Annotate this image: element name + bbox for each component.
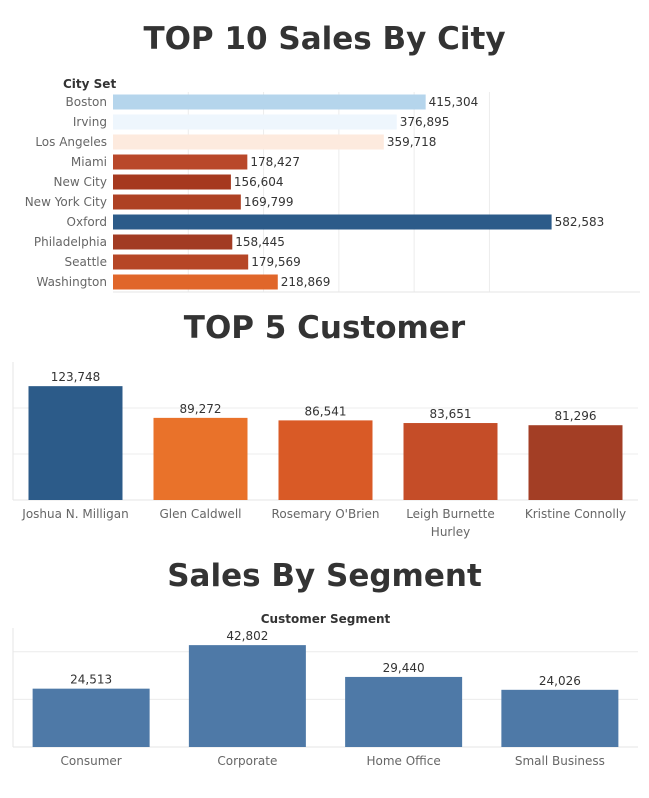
bar bbox=[32, 688, 150, 747]
bar bbox=[28, 386, 123, 500]
data-label: 89,272 bbox=[180, 402, 222, 416]
customer-sales-chart: 123,748 Joshua N. Milligan 89,272 Glen Cald… bbox=[12, 362, 638, 539]
bar bbox=[528, 425, 623, 500]
segment-chart-title: Sales By Segment bbox=[167, 558, 482, 594]
bar bbox=[113, 174, 231, 190]
data-label: 178,427 bbox=[250, 155, 300, 169]
data-label: 42,802 bbox=[226, 629, 268, 643]
category-label: Oxford bbox=[67, 215, 107, 229]
data-label: 158,445 bbox=[235, 235, 285, 249]
category-label: Philadelphia bbox=[34, 235, 107, 249]
category-label: New York City bbox=[25, 195, 107, 209]
category-label: Small Business bbox=[515, 754, 605, 768]
bar bbox=[113, 274, 278, 290]
data-label: 123,748 bbox=[51, 370, 101, 384]
category-label: Glen Caldwell bbox=[160, 507, 242, 521]
data-label: 179,569 bbox=[251, 255, 301, 269]
data-label: 169,799 bbox=[244, 195, 294, 209]
data-label: 81,296 bbox=[555, 409, 597, 423]
data-label: 156,604 bbox=[234, 175, 284, 189]
data-label: 359,718 bbox=[387, 135, 437, 149]
category-label: Kristine Connolly bbox=[525, 507, 626, 521]
category-label: Los Angeles bbox=[35, 135, 107, 149]
bar bbox=[113, 234, 233, 250]
category-label: New City bbox=[53, 175, 107, 189]
data-label: 86,541 bbox=[305, 404, 347, 418]
bar bbox=[113, 214, 552, 230]
category-label: Corporate bbox=[217, 754, 277, 768]
axis-header: City Set bbox=[63, 77, 116, 91]
data-label: 24,513 bbox=[70, 673, 112, 687]
bar bbox=[501, 689, 619, 747]
data-label: 29,440 bbox=[383, 661, 425, 675]
bar bbox=[113, 114, 397, 130]
segment-sales-chart: Customer Segment 24,513 Consumer 42,802 Corp… bbox=[12, 612, 638, 768]
bar bbox=[113, 254, 249, 270]
bar bbox=[113, 134, 384, 150]
category-label: Leigh Burnette bbox=[406, 507, 495, 521]
category-label: Miami bbox=[71, 155, 107, 169]
bar bbox=[113, 154, 248, 170]
data-label: 218,869 bbox=[281, 275, 331, 289]
data-label: 376,895 bbox=[400, 115, 450, 129]
bar bbox=[153, 417, 248, 500]
data-label: 415,304 bbox=[429, 95, 479, 109]
bar bbox=[113, 194, 241, 210]
bar bbox=[113, 94, 426, 110]
category-label: Hurley bbox=[431, 525, 470, 539]
data-label: 582,583 bbox=[555, 215, 605, 229]
category-label: Rosemary O'Brien bbox=[272, 507, 380, 521]
data-label: 83,651 bbox=[430, 407, 472, 421]
data-label: 24,026 bbox=[539, 674, 581, 688]
category-label: Joshua N. Milligan bbox=[21, 507, 128, 521]
category-label: Boston bbox=[66, 95, 107, 109]
customer-chart-title: TOP 5 Customer bbox=[183, 310, 466, 346]
category-label: Seattle bbox=[65, 255, 107, 269]
bar bbox=[278, 420, 373, 500]
city-sales-chart: City Set Boston 415,304 Irving 376,895 Los An… bbox=[25, 77, 640, 293]
bar bbox=[403, 423, 498, 500]
category-label: Washington bbox=[36, 275, 107, 289]
axis-header: Customer Segment bbox=[261, 612, 391, 626]
bar bbox=[345, 676, 463, 747]
category-label: Irving bbox=[73, 115, 107, 129]
bar bbox=[188, 645, 306, 747]
category-label: Consumer bbox=[61, 754, 122, 768]
category-label: Home Office bbox=[366, 754, 440, 768]
city-chart-title: TOP 10 Sales By City bbox=[143, 21, 506, 57]
